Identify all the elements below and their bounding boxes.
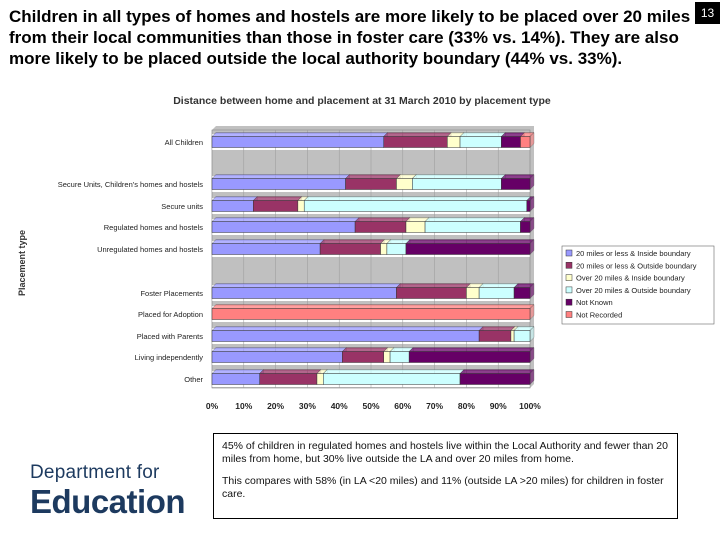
category-label: Other <box>184 375 203 384</box>
legend-swatch <box>565 274 573 281</box>
legend-label: Over 20 miles & Outside boundary <box>576 286 691 295</box>
bar-segment <box>211 217 360 233</box>
bar-segment <box>252 196 303 212</box>
x-tick-label: 40% <box>331 401 348 411</box>
bar-segment <box>211 132 389 148</box>
bar-segment <box>411 174 506 190</box>
category-label: Regulated homes and hostels <box>104 223 203 232</box>
bar-segment <box>211 347 347 363</box>
bar-segment <box>408 347 535 363</box>
y-axis-label: Placement type <box>17 230 27 296</box>
bar-segment <box>341 347 389 363</box>
bar-segment <box>478 326 516 342</box>
bar-segment <box>519 217 535 233</box>
bar-segment <box>211 196 258 212</box>
legend <box>561 245 715 325</box>
bar-segment <box>211 239 325 255</box>
x-tick-label: 90% <box>490 401 507 411</box>
chart-title: Distance between home and placement at 3… <box>173 95 551 107</box>
dfe-logo: Department for Education <box>30 462 186 520</box>
category-label: Foster Placements <box>140 289 203 298</box>
x-tick-label: 0% <box>206 401 219 411</box>
legend-swatch <box>565 262 573 269</box>
bar-segment <box>459 132 506 148</box>
bar-segment <box>459 369 535 385</box>
category-label: Placed with Parents <box>137 332 204 341</box>
bar-segment <box>478 283 519 299</box>
category-label: All Children <box>165 138 203 147</box>
category-label: Secure units <box>161 202 203 211</box>
bar-segment <box>354 217 411 233</box>
bar-segment <box>319 239 386 255</box>
note-box: 45% of children in regulated homes and h… <box>213 433 678 519</box>
bar-segment <box>322 369 465 385</box>
x-tick-label: 30% <box>299 401 316 411</box>
bar-segment <box>211 369 265 385</box>
bar-segment <box>211 283 401 299</box>
bar-segment <box>345 174 401 190</box>
x-tick-label: 10% <box>235 401 252 411</box>
note-paragraph-1: 45% of children in regulated homes and h… <box>222 440 668 465</box>
legend-label: 20 miles or less & Inside boundary <box>576 249 691 258</box>
x-tick-label: 50% <box>362 401 379 411</box>
legend-swatch <box>565 298 573 306</box>
category-label: Placed for Adoption <box>138 310 203 319</box>
bar-segment <box>259 369 322 385</box>
category-label: Secure Units, Children's homes and hoste… <box>58 180 204 189</box>
legend-swatch <box>565 286 573 294</box>
bar-segment <box>395 283 471 299</box>
legend-label: 20 miles or less & Outside boundary <box>576 261 697 270</box>
category-label: Unregulated homes and hostels <box>97 245 203 254</box>
headline: Children in all types of homes and hoste… <box>9 7 691 68</box>
page-number: 13 <box>695 2 720 24</box>
x-tick-label: 80% <box>458 401 475 411</box>
bar-segment <box>211 174 351 190</box>
x-tick-label: 100% <box>519 401 541 411</box>
bar-segment <box>303 196 532 212</box>
legend-swatch <box>565 249 573 257</box>
bar-segment <box>405 239 535 255</box>
bar-segment <box>211 326 484 342</box>
note-paragraph-2: This compares with 58% (in LA <20 miles)… <box>222 475 664 500</box>
bar-segment <box>383 132 452 148</box>
bar-segment <box>513 283 535 299</box>
x-tick-label: 60% <box>394 401 411 411</box>
logo-line-1: Department for <box>30 462 160 483</box>
x-tick-label: 20% <box>267 401 284 411</box>
bar-segment <box>211 304 535 320</box>
legend-label: Not Known <box>576 298 613 307</box>
bar-segment <box>424 217 525 233</box>
bar-segment <box>526 196 535 212</box>
x-tick-label: 70% <box>426 401 443 411</box>
bar-segment <box>513 326 535 342</box>
legend-label: Not Recorded <box>576 311 622 320</box>
bar-segment <box>500 174 535 190</box>
legend-swatch <box>565 311 573 318</box>
category-label: Living independently <box>135 353 204 362</box>
bar-segment <box>519 132 535 148</box>
legend-label: Over 20 miles & Inside boundary <box>576 274 685 283</box>
logo-line-2: Education <box>30 483 186 520</box>
